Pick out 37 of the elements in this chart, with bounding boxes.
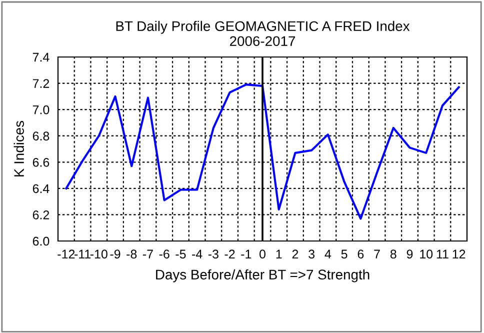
x-tick-label: -1	[241, 250, 252, 258]
x-tick-label: -5	[176, 250, 186, 259]
y-tick-label: 7.0	[32, 105, 50, 114]
x-axis-title: Days Before/After BT =>7 Strength	[156, 269, 370, 282]
x-tick-label: -12	[58, 250, 75, 258]
y-tick-label: 6.8	[32, 132, 50, 141]
y-tick-label: 6.0	[32, 236, 50, 246]
x-tick-label: 0	[260, 250, 266, 259]
y-tick-label: 6.6	[32, 158, 50, 167]
x-tick-label: 3	[308, 250, 315, 259]
x-tick-label: -7	[142, 250, 153, 258]
x-tick-label: 1	[276, 250, 282, 258]
y-tick-label: 7.4	[32, 52, 50, 62]
x-tick-label: 2	[292, 250, 298, 258]
x-tick-label: -10	[90, 250, 108, 259]
x-tick-label: 10	[420, 250, 433, 259]
x-tick-label: -2	[224, 250, 235, 258]
x-tick-label: 4	[324, 250, 332, 258]
x-tick-label: 8	[390, 250, 396, 259]
x-tick-label: 11	[436, 250, 448, 258]
x-tick-label: 5	[341, 250, 348, 259]
x-tick-label: 6	[358, 250, 364, 259]
x-tick-label: 9	[406, 250, 413, 259]
x-tick-label: -11	[74, 250, 91, 258]
x-tick-label: -4	[192, 250, 202, 258]
x-tick-label: -3	[208, 250, 218, 259]
x-tick-label: -9	[110, 250, 120, 259]
x-tick-label: 12	[452, 250, 466, 258]
y-tick-label: 6.4	[32, 184, 50, 194]
y-tick-label: 7.2	[32, 79, 50, 88]
x-tick-label: 7	[374, 250, 380, 258]
chart-title: BT Daily Profile GEOMAGNETIC A FRED Index 2006-2017	[116, 20, 410, 46]
line-series	[65, 84, 460, 220]
x-tick-label: -6	[159, 250, 170, 259]
y-axis-title: K Indices	[14, 120, 24, 176]
x-tick-label: -8	[126, 250, 137, 259]
y-tick-label: 6.2	[32, 210, 50, 220]
